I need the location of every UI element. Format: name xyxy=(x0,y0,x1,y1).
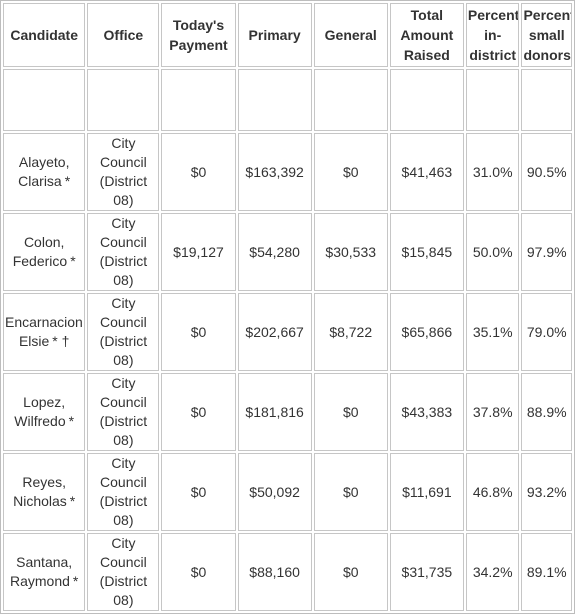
total-raised-cell: $11,691 xyxy=(389,453,464,531)
office-cell: City Council (District 08) xyxy=(87,133,160,211)
candidate-name-cell: Santana, Raymond * xyxy=(3,533,86,611)
candidate-marks: * † xyxy=(52,333,70,349)
candidate-name-cell: Reyes, Nicholas * xyxy=(3,453,86,531)
spacer-cell xyxy=(3,69,86,131)
spacer-cell xyxy=(313,69,388,131)
candidate-last-name: Encarnacion, xyxy=(5,314,86,330)
percent-in-district-cell: 37.8% xyxy=(465,373,520,451)
spacer-cell xyxy=(465,69,520,131)
candidate-last-name: Lopez, xyxy=(23,394,66,410)
total-raised-cell: $43,383 xyxy=(389,373,464,451)
percent-small-donors-cell: 93.2% xyxy=(521,453,572,531)
todays-payment-cell: $0 xyxy=(161,293,236,371)
col-header-total-amount-raised: Total Amount Raised xyxy=(389,3,464,67)
todays-payment-cell: $0 xyxy=(161,533,236,611)
primary-cell: $50,092 xyxy=(237,453,312,531)
spacer-cell xyxy=(389,69,464,131)
table-row: Reyes, Nicholas * City Council (District … xyxy=(3,453,572,531)
primary-cell: $163,392 xyxy=(237,133,312,211)
primary-cell: $88,160 xyxy=(237,533,312,611)
candidate-first-name: Federico xyxy=(12,253,68,269)
primary-cell: $54,280 xyxy=(237,213,312,291)
candidate-marks: * xyxy=(72,573,79,589)
candidate-first-name: Clarisa xyxy=(18,173,62,189)
percent-in-district-cell: 31.0% xyxy=(465,133,520,211)
candidate-first-name: Raymond xyxy=(9,573,70,589)
candidate-marks: * xyxy=(69,493,76,509)
percent-small-donors-cell: 89.1% xyxy=(521,533,572,611)
office-cell: City Council (District 08) xyxy=(87,373,160,451)
percent-in-district-cell: 50.0% xyxy=(465,213,520,291)
spacer-cell xyxy=(161,69,236,131)
col-header-percent-in-district: Percent in-district xyxy=(465,3,520,67)
office-cell: City Council (District 08) xyxy=(87,293,160,371)
general-cell: $0 xyxy=(313,373,388,451)
candidate-first-name: Nicholas xyxy=(13,493,67,509)
percent-in-district-cell: 34.2% xyxy=(465,533,520,611)
spacer-cell xyxy=(237,69,312,131)
col-header-primary: Primary xyxy=(237,3,312,67)
percent-small-donors-cell: 97.9% xyxy=(521,213,572,291)
total-raised-cell: $41,463 xyxy=(389,133,464,211)
col-header-general: General xyxy=(313,3,388,67)
spacer-cell xyxy=(521,69,572,131)
col-header-todays-payment: Today's Payment xyxy=(161,3,236,67)
spacer-row xyxy=(3,69,572,131)
general-cell: $30,533 xyxy=(313,213,388,291)
todays-payment-cell: $19,127 xyxy=(161,213,236,291)
total-raised-cell: $65,866 xyxy=(389,293,464,371)
candidate-marks: * xyxy=(70,253,76,269)
candidate-name-cell: Encarnacion, Elsie * † xyxy=(3,293,86,371)
percent-small-donors-cell: 79.0% xyxy=(521,293,572,371)
primary-cell: $181,816 xyxy=(237,373,312,451)
general-cell: $0 xyxy=(313,133,388,211)
office-cell: City Council (District 08) xyxy=(87,213,160,291)
percent-in-district-cell: 46.8% xyxy=(465,453,520,531)
table-row: Santana, Raymond * City Council (District… xyxy=(3,533,572,611)
candidate-last-name: Reyes, xyxy=(22,474,66,490)
primary-cell: $202,667 xyxy=(237,293,312,371)
spacer-cell xyxy=(87,69,160,131)
candidate-marks: * xyxy=(68,413,75,429)
table-row: Lopez, Wilfredo * City Council (District … xyxy=(3,373,572,451)
candidate-first-name: Wilfredo xyxy=(14,413,66,429)
percent-in-district-cell: 35.1% xyxy=(465,293,520,371)
candidate-marks: * xyxy=(64,173,71,189)
office-cell: City Council (District 08) xyxy=(87,533,160,611)
total-raised-cell: $31,735 xyxy=(389,533,464,611)
candidate-name-cell: Alayeto, Clarisa * xyxy=(3,133,86,211)
candidate-last-name: Colon, xyxy=(23,234,65,250)
general-cell: $0 xyxy=(313,453,388,531)
general-cell: $8,722 xyxy=(313,293,388,371)
todays-payment-cell: $0 xyxy=(161,133,236,211)
todays-payment-cell: $0 xyxy=(161,453,236,531)
office-cell: City Council (District 08) xyxy=(87,453,160,531)
header-row: Candidate Office Today's Payment Primary… xyxy=(3,3,572,67)
percent-small-donors-cell: 88.9% xyxy=(521,373,572,451)
candidate-last-name: Alayeto, xyxy=(18,154,70,170)
table-row: Colon, Federico * City Council (District … xyxy=(3,213,572,291)
table-row: Encarnacion, Elsie * † City Council (Dist… xyxy=(3,293,572,371)
candidate-last-name: Santana, xyxy=(16,554,73,570)
todays-payment-cell: $0 xyxy=(161,373,236,451)
total-raised-cell: $15,845 xyxy=(389,213,464,291)
col-header-candidate: Candidate xyxy=(3,3,86,67)
candidate-name-cell: Lopez, Wilfredo * xyxy=(3,373,86,451)
col-header-percent-small-donors: Percent small donors xyxy=(521,3,572,67)
candidate-name-cell: Colon, Federico * xyxy=(3,213,86,291)
col-header-office: Office xyxy=(87,3,160,67)
percent-small-donors-cell: 90.5% xyxy=(521,133,572,211)
candidate-first-name: Elsie xyxy=(18,333,50,349)
table-row: Alayeto, Clarisa * City Council (District… xyxy=(3,133,572,211)
general-cell: $0 xyxy=(313,533,388,611)
